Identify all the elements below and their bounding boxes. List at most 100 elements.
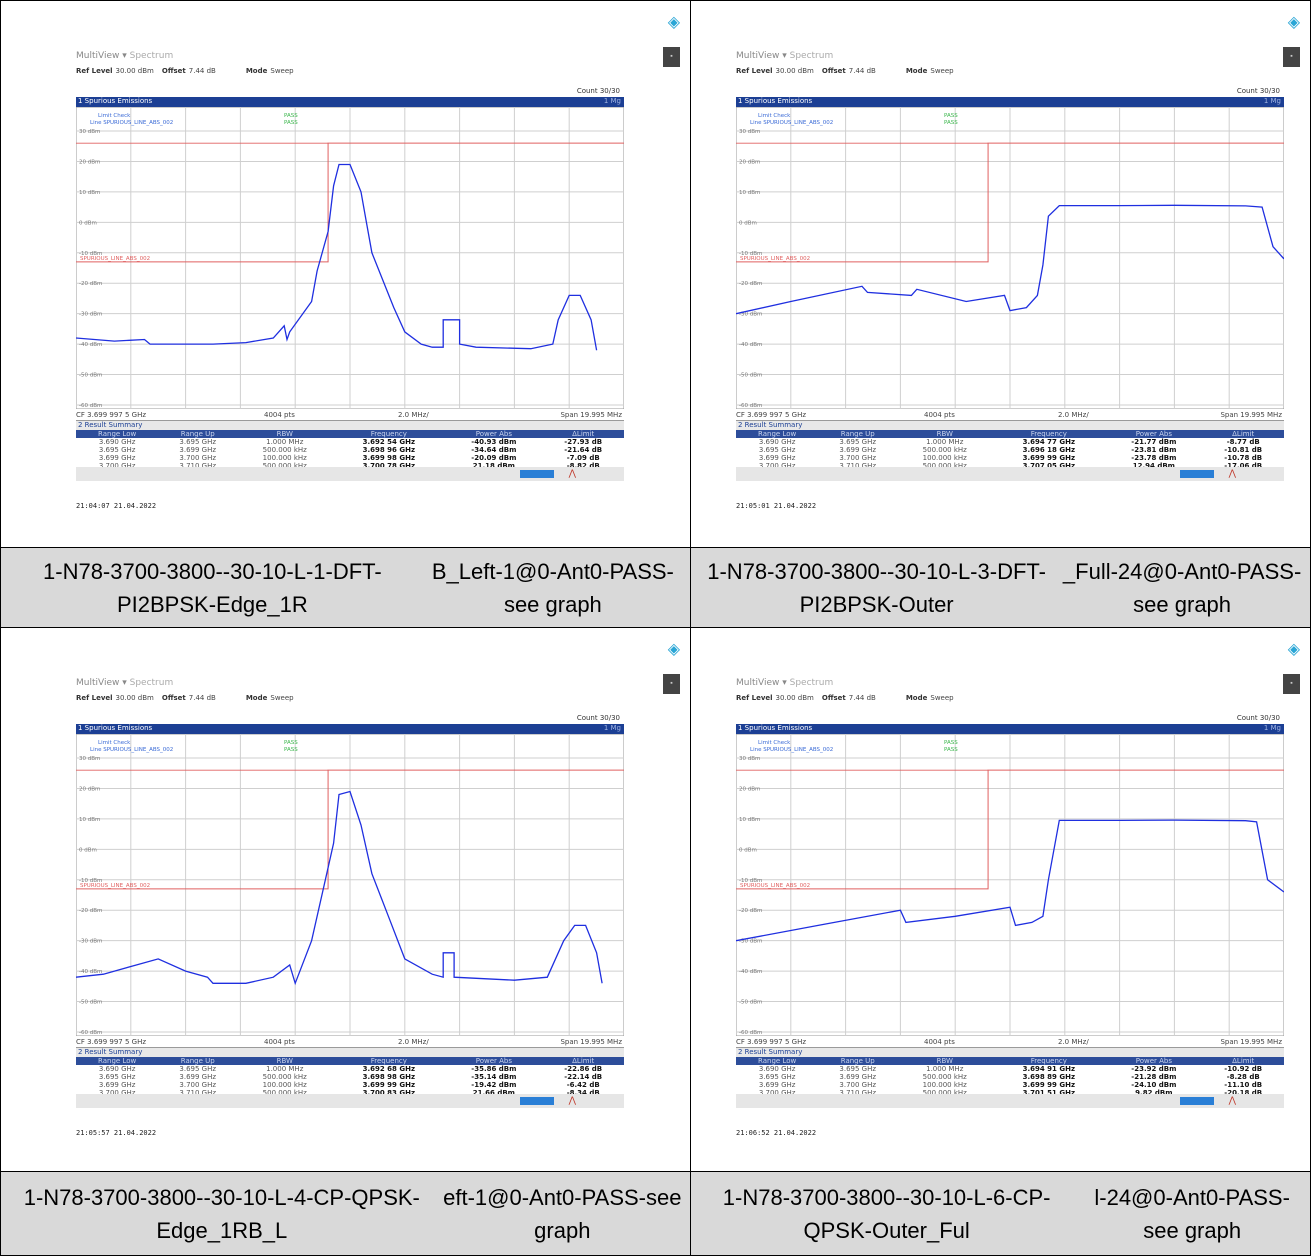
timestamp: 21:04:07 21.04.2022 [76,502,157,510]
result-summary-table: Range Low Range Up RBW Frequency Power Abs ΔL… [76,1057,624,1097]
table-row: 3.690 GHz 3.695 GHz 1.000 MHz 3.692 54 GHz -… [76,438,624,446]
axis-cf: CF 3.699 997 5 GHz [76,1038,147,1046]
table-cell: 100.000 kHz [262,454,307,462]
axis-pts: 4004 pts [924,1038,955,1046]
pass-badge: PASS [944,747,958,753]
caption-line: _Full-24@0-Ant0-PASS-see graph [1062,558,1302,617]
window-title-bar: 1 Spurious Emissions 1 Mg [76,97,624,107]
table-cell: 3.699 GHz [179,1073,217,1081]
table-cell: -21.64 dB [564,446,603,454]
tab-multiview[interactable]: MultiView [76,51,120,61]
y-tick-label: -20 dBm [739,908,762,914]
table-cell: -24.10 dBm [1131,1081,1177,1089]
table-cell: 500.000 kHz [262,1073,307,1081]
tab-spectrum[interactable]: Spectrum [129,678,174,688]
table-cell: 3.700 GHz [758,1089,796,1097]
caption: 1-N78-3700-3800--30-10-L-3-DFT-PI2BPSK-O… [690,547,1311,628]
table-row: 3.700 GHz 3.710 GHz 500.000 kHz 3.700 83 GH… [76,1089,624,1097]
table-cell: 500.000 kHz [922,1073,967,1081]
window-title-bar: 1 Spurious Emissions 1 Mg [736,724,1284,734]
table-cell: 3.699 GHz [839,446,877,454]
y-tick-label: -30 dBm [739,939,762,945]
table-cell: 3.700 GHz [839,454,877,462]
table-cell: -23.81 dBm [1131,446,1177,454]
ref-level: 30.00 dBm [775,67,814,75]
limit-check-label: Limit Check [758,740,791,746]
y-tick-label: -10 dBm [79,878,102,884]
axis-info: CF 3.699 997 5 GHz 4004 pts 2.0 MHz/Span 1… [736,410,1284,421]
table-cell: 3.700 GHz [839,1081,877,1089]
table-cell: -10.81 dB [1224,446,1263,454]
axis-cf: CF 3.699 997 5 GHz [736,411,807,419]
menu-icon[interactable]: ▪ [1283,47,1300,67]
limit-check-label: Limit Check [98,740,131,746]
window-tabs: MultiView ▾ Spectrum [736,51,833,61]
caption-line: B_Left-1@0-Ant0-PASS-see graph [431,558,674,617]
axis-span: Span 19.995 MHz [560,1038,622,1046]
y-tick-label: -30 dBm [79,312,102,318]
table-cell: 1.000 MHz [266,1065,304,1073]
y-tick-label: 20 dBm [79,786,100,792]
window-tag: 1 Mg [1263,97,1281,105]
limit-line-name: Line SPURIOUS_LINE_ABS_002 [90,747,173,753]
window-tabs: MultiView ▾ Spectrum [76,51,173,61]
table-cell: 3.695 GHz [758,1073,796,1081]
spectrum-trace [76,790,603,986]
column-header: Range Low [736,1057,819,1065]
column-header: Range Low [736,430,819,438]
y-tick-label: 30 dBm [79,756,100,762]
column-header: Power Abs [445,1057,543,1065]
axis-info: CF 3.699 997 5 GHz 4004 pts 2.0 MHz/Span 1… [76,1037,624,1048]
timestamp: 21:06:52 21.04.2022 [736,1129,817,1137]
table-cell: 3.695 GHz [98,1073,136,1081]
pass-badge: PASS [284,740,298,746]
limit-check-label: Limit Check [758,113,791,119]
table-cell: 3.696 18 GHz [1022,446,1076,454]
mode: Sweep [270,694,294,702]
tab-separator: ▾ [119,678,130,688]
tab-spectrum[interactable]: Spectrum [789,678,834,688]
y-tick-label: 10 dBm [739,817,760,823]
tab-multiview[interactable]: MultiView [736,678,780,688]
table-row: 3.700 GHz 3.710 GHz 500.000 kHz 3.701 51 GH… [736,1089,1284,1097]
tab-multiview[interactable]: MultiView [76,678,120,688]
table-cell: 3.700 GHz [98,462,136,470]
column-header: Range Low [76,1057,159,1065]
offset: 7.44 dB [848,67,876,75]
pass-badge: PASS [284,747,298,753]
tab-multiview[interactable]: MultiView [736,51,780,61]
mode: Sweep [930,694,954,702]
table-cell: 3.690 GHz [98,1065,136,1073]
menu-icon[interactable]: ▪ [1283,674,1300,694]
mode: Sweep [270,67,294,75]
pass-badge: PASS [944,113,958,119]
y-tick-label: -20 dBm [739,281,762,287]
caption: 1-N78-3700-3800--30-10-L-6-CP-QPSK-Outer… [690,1171,1311,1256]
caption-line: 1-N78-3700-3800--30-10-L-4-CP-QPSK-Edge_… [23,1184,420,1243]
column-header: Frequency [332,1057,446,1065]
limit-line-label: SPURIOUS_LINE_ABS_002 [740,883,810,889]
y-tick-label: 20 dBm [79,159,100,165]
table-cell: 500.000 kHz [262,462,307,470]
table-cell: -22.86 dB [564,1065,603,1073]
menu-icon[interactable]: ▪ [663,47,680,67]
table-cell: 21.18 dBm [472,462,515,470]
limit-check-label: Limit Check [98,113,131,119]
table-cell: 3.699 GHz [98,1081,136,1089]
y-tick-label: -50 dBm [739,373,762,379]
limit-line-label: SPURIOUS_LINE_ABS_002 [80,883,150,889]
y-tick-label: -40 dBm [79,969,102,975]
settings-line: Ref Level 30.00 dBm Offset 7.44 dB Mode Sweep [736,694,962,702]
table-cell: 3.700 GHz [179,1081,217,1089]
table-cell: -8.34 dB [566,1089,600,1097]
table-cell: 100.000 kHz [262,1081,307,1089]
tab-spectrum[interactable]: Spectrum [129,51,174,61]
table-cell: -20.18 dB [1224,1089,1263,1097]
table-cell: 1.000 MHz [926,1065,964,1073]
table-cell: 3.695 GHz [179,1065,217,1073]
table-cell: 3.699 GHz [758,454,796,462]
table-cell: 3.699 GHz [98,454,136,462]
caption-line: 1-N78-3700-3800--30-10-L-1-DFT-PI2BPSK-E… [43,558,382,617]
tab-spectrum[interactable]: Spectrum [789,51,834,61]
menu-icon[interactable]: ▪ [663,674,680,694]
